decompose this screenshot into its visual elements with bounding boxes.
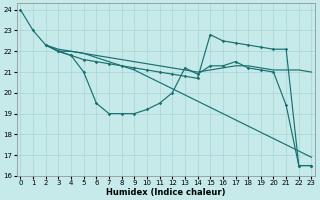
X-axis label: Humidex (Indice chaleur): Humidex (Indice chaleur) (106, 188, 226, 197)
